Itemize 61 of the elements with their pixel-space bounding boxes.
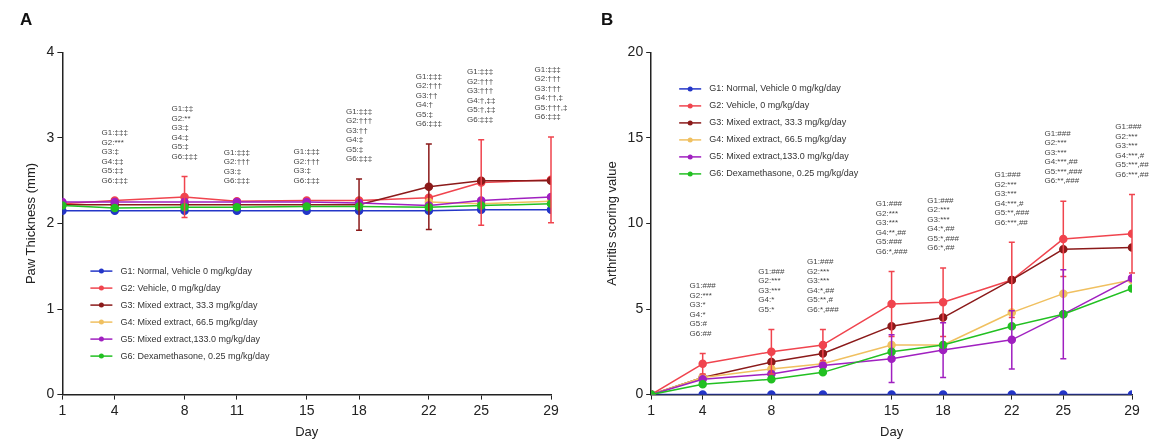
y-tick-label: 5 [635, 299, 644, 316]
x-tick-label: 1 [58, 401, 67, 418]
legend-label: G3: Mixed extract, 33.3 mg/kg/day [709, 117, 847, 128]
legend-label: G5: Mixed extract,133.0 mg/kg/day [120, 333, 261, 344]
annotation: G1:‡‡‡ G2:††† G3:‡ G6:‡‡‡ [293, 147, 320, 185]
x-tick-label: 18 [935, 401, 952, 418]
y-tick-label: 20 [627, 43, 644, 60]
x-tick-label: 29 [1124, 401, 1140, 418]
annotation: G1:‡‡‡ G2:††† G3:††† G4:†,‡‡ G5:†,‡‡ G6:‡‡‡ [466, 67, 496, 124]
x-tick-label: 8 [767, 401, 776, 418]
legend-label: G3: Mixed extract, 33.3 mg/kg/day [120, 299, 258, 310]
y-tick-label: 1 [46, 299, 55, 316]
text: G1:### G2:*** G3:*** G4:***,## G5:***,### G6:**,### [1044, 128, 1083, 186]
annotation: G1:‡‡‡ G2:††† G3:†† G4:‡ G5:‡ G6:‡‡‡ [345, 106, 373, 164]
legend-label: G1: Normal, Vehicle 0 mg/kg/day [120, 265, 253, 276]
annotation: G1:‡‡‡ G2:††† G3:†† G4:† G5:‡ G6:‡‡‡ [415, 71, 442, 129]
y-tick-label: 0 [46, 385, 55, 402]
x-tick-label: 18 [351, 401, 368, 418]
legend-label: G4: Mixed extract, 66.5 mg/kg/day [709, 134, 847, 145]
text: G1:### G2:*** G3:*** G4:***,# G5:**,### G6:***,## [994, 170, 1030, 227]
y-tick-label: 2 [46, 214, 55, 231]
x-axis-title: Day [295, 423, 319, 439]
text: G1:### G2:*** G3:*** G4:***,# G5:***,## G6:***,## [1115, 122, 1149, 179]
x-tick-label: 4 [698, 401, 707, 418]
x-tick-label: 29 [543, 401, 559, 418]
x-axis-title: Day [880, 423, 904, 439]
y-tick-label: 0 [635, 385, 644, 402]
x-tick-label: 4 [110, 401, 119, 418]
y-tick-label: 15 [627, 128, 644, 145]
annotation: G1:‡‡ G2:** G3:‡ G4:‡ G5:‡ G6:‡‡‡ [171, 104, 198, 161]
legend-label: G6: Dexamethasone, 0.25 mg/kg/day [709, 168, 859, 179]
text: G1:### G2:*** G3:*** G4:* G5:* [758, 266, 785, 314]
text: G1:### G2:*** G3:*** G4:*,## G5:*,### G6:*,## [927, 195, 959, 253]
chart-title: B [601, 9, 614, 29]
legend-label: G1: Normal, Vehicle 0 mg/kg/day [709, 83, 842, 94]
legend-label: G5: Mixed extract,133.0 mg/kg/day [709, 151, 850, 162]
y-tick-label: 4 [46, 43, 55, 60]
x-tick-label: 25 [473, 401, 490, 418]
legend-label: G4: Mixed extract, 66.5 mg/kg/day [120, 316, 258, 327]
y-axis-title: Paw Thickness (mm) [23, 162, 39, 285]
annotation: G1:‡‡‡ G2:††† G3:††† G4:††,‡ G5:†††,‡ G6:‡‡‡ [534, 64, 568, 122]
x-tick-label: 25 [1055, 401, 1072, 418]
y-tick-label: 3 [46, 128, 55, 145]
x-tick-label: 1 [647, 401, 656, 418]
annotation: G1:‡‡‡ G2:††† G3:‡ G6:‡‡‡ [223, 147, 251, 186]
x-tick-label: 11 [229, 401, 245, 418]
legend-label: G6: Dexamethasone, 0.25 mg/kg/day [120, 350, 270, 361]
x-tick-label: 22 [421, 401, 437, 418]
x-tick-label: 15 [298, 401, 315, 418]
annotation: G1:‡‡‡ G2:*** G3:‡ G4:‡‡ G5:‡‡ G6:‡‡‡ [101, 128, 128, 185]
legend-label: G2: Vehicle, 0 mg/kg/day [709, 100, 810, 111]
text: G1:### G2:*** G3:*** G4:**,## G5:### G6:*,### [875, 199, 908, 256]
y-tick-label: 10 [627, 214, 644, 231]
y-axis-title: Arthritis scoring value [604, 161, 620, 286]
x-tick-label: 15 [883, 401, 900, 418]
x-tick-label: 22 [1004, 401, 1020, 418]
annotation: G1:### G2:*** G3:* G4:* G5:# G6:## [689, 281, 717, 338]
text: G1:### G2:*** G3:*** G4:*,## G5:**,# G6:*,### [807, 257, 839, 314]
chart-title: A [20, 9, 33, 29]
x-tick-label: 8 [180, 401, 189, 418]
legend-label: G2: Vehicle, 0 mg/kg/day [120, 282, 221, 293]
